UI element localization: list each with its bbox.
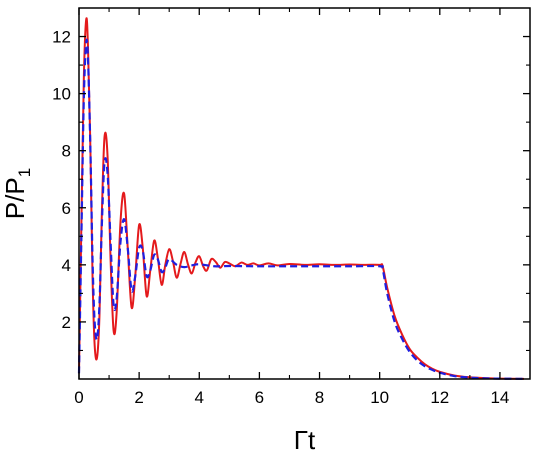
axis-ticks [78,8,530,379]
tick-labels: 0 2 4 6 8 10 12 14 2 4 6 8 10 12 [52,28,509,407]
dashed-blue-series-line [77,38,525,380]
x-tick-label: 4 [195,388,204,407]
y-axis-label-subscript: 1 [15,168,34,177]
y-tick-label: 12 [52,28,71,47]
x-tick-label: 8 [315,388,324,407]
x-axis-label: Γt [294,425,316,455]
plot-frame [78,7,531,380]
plot-lines [77,17,525,380]
x-tick-label: 14 [490,388,509,407]
x-tick-label: 12 [430,388,449,407]
x-tick-label: 6 [255,388,264,407]
y-tick-label: 2 [62,313,71,332]
x-tick-label: 0 [74,388,83,407]
x-tick-label: 10 [370,388,389,407]
y-tick-label: 8 [62,142,71,161]
x-tick-label: 2 [134,388,143,407]
y-tick-label: 6 [62,199,71,218]
y-axis-label: P/P1 [0,168,34,219]
y-tick-label: 4 [62,256,71,275]
y-axis-label-main: P/P [0,177,30,219]
y-tick-label: 10 [52,85,71,104]
